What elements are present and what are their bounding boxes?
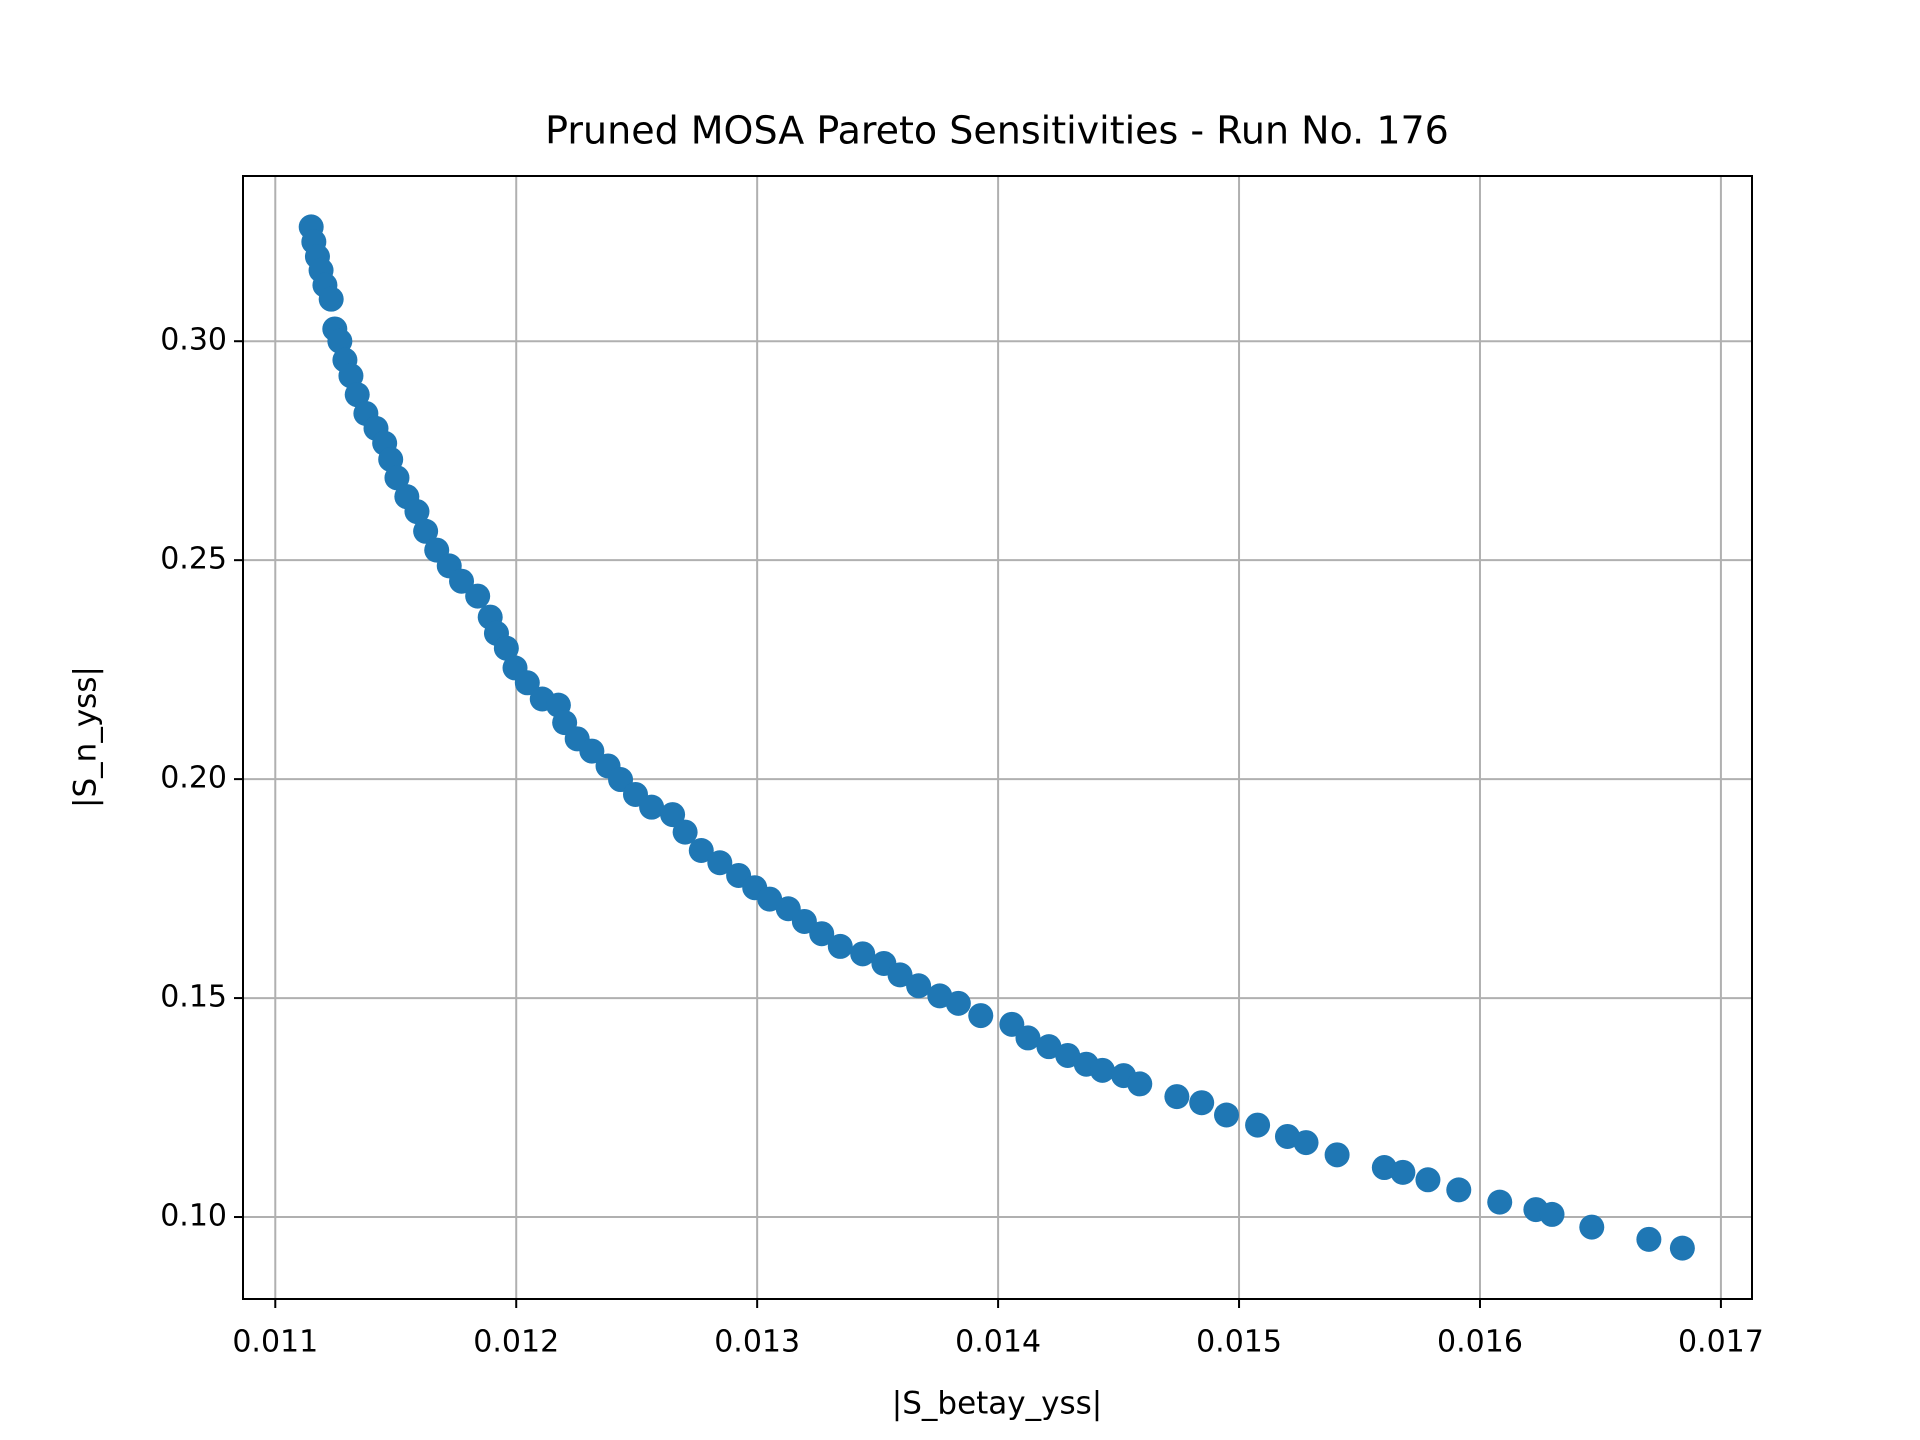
point xyxy=(384,465,410,491)
point xyxy=(672,819,698,845)
point xyxy=(1636,1226,1662,1252)
point xyxy=(660,802,686,828)
point xyxy=(1579,1214,1605,1240)
point xyxy=(639,794,665,820)
x-axis-label: |S_betay_yss| xyxy=(892,1386,1102,1422)
point xyxy=(327,328,353,354)
y-tick-label: 0.25 xyxy=(160,542,227,577)
point xyxy=(1164,1084,1190,1110)
y-tick-label: 0.30 xyxy=(160,323,227,358)
point xyxy=(1293,1130,1319,1156)
y-tick-label: 0.15 xyxy=(160,980,227,1015)
point xyxy=(1214,1102,1240,1128)
point xyxy=(344,382,370,408)
point xyxy=(1415,1167,1441,1193)
point xyxy=(945,990,971,1016)
point xyxy=(791,908,817,934)
point xyxy=(688,838,714,864)
point xyxy=(1324,1142,1350,1168)
point xyxy=(318,286,344,312)
point xyxy=(1089,1057,1115,1083)
chart-title: Pruned MOSA Pareto Sensitivities - Run N… xyxy=(545,109,1449,153)
x-tick-label: 0.017 xyxy=(1678,1325,1764,1360)
point xyxy=(465,583,491,609)
point xyxy=(493,635,519,661)
point xyxy=(757,886,783,912)
x-tick-label: 0.012 xyxy=(473,1325,559,1360)
point xyxy=(1487,1189,1513,1215)
point xyxy=(1127,1071,1153,1097)
x-tick-label: 0.014 xyxy=(955,1325,1041,1360)
point xyxy=(1669,1235,1695,1261)
point xyxy=(449,568,475,594)
point xyxy=(1036,1034,1062,1060)
x-tick-label: 0.016 xyxy=(1437,1325,1523,1360)
point xyxy=(1055,1042,1081,1068)
x-tick-label: 0.011 xyxy=(232,1325,318,1360)
x-tick-label: 0.015 xyxy=(1196,1325,1282,1360)
point xyxy=(413,518,439,544)
y-axis-label: |S_n_yss| xyxy=(68,666,104,808)
point xyxy=(850,941,876,967)
point xyxy=(579,738,605,764)
y-tick-label: 0.10 xyxy=(160,1199,227,1234)
plot-frame xyxy=(242,175,1753,1300)
point xyxy=(404,499,430,525)
point xyxy=(1390,1159,1416,1185)
point xyxy=(514,670,540,696)
point xyxy=(809,921,835,947)
point xyxy=(906,973,932,999)
x-tick-label: 0.013 xyxy=(714,1325,800,1360)
point xyxy=(1015,1025,1041,1051)
point xyxy=(338,363,364,389)
y-tick-label: 0.20 xyxy=(160,761,227,796)
point xyxy=(1539,1201,1565,1227)
point xyxy=(1189,1090,1215,1116)
point xyxy=(707,850,733,876)
point xyxy=(887,962,913,988)
point xyxy=(968,1003,994,1029)
point xyxy=(827,933,853,959)
point xyxy=(1446,1177,1472,1203)
point xyxy=(1245,1112,1271,1138)
